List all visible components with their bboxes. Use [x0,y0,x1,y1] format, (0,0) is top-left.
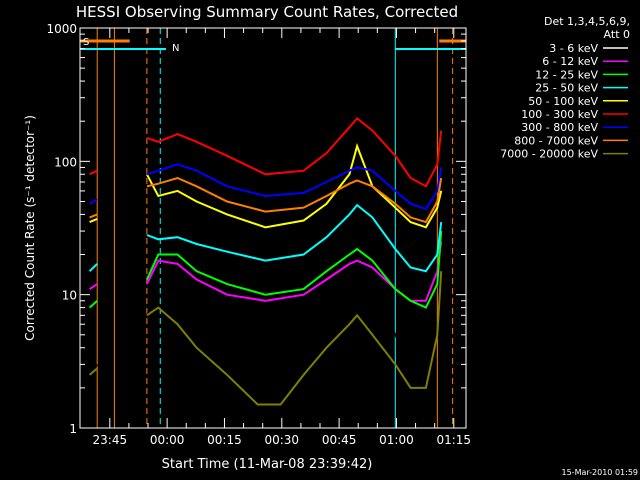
y-tick-label-0: 1 [69,422,77,436]
plot-area: SN [80,28,466,428]
series-line-8-0 [88,367,98,376]
series-line-6-0 [89,198,98,205]
series-line-8-1 [146,271,443,406]
legend-label-3: 25 - 50 keV [535,82,598,95]
legend-header-line-2: Att 0 [604,28,630,41]
x-tick-label-3: 00:30 [264,433,299,447]
series-line-4-0 [89,217,98,224]
legend-label-1: 6 - 12 keV [542,55,598,68]
legend-label-5: 100 - 300 keV [521,108,598,121]
y-tick-label-1: 10 [62,289,77,303]
series-line-7-1 [146,176,443,224]
x-tick-label-0: 23:45 [93,433,128,447]
x-tick-label-5: 01:00 [379,433,414,447]
series-line-1-1 [146,241,443,302]
y-axis-label: Corrected Count Rate (s⁻¹ detector⁻¹) [23,115,37,341]
x-tick-label-4: 00:45 [322,433,357,447]
x-tick-label-2: 00:15 [207,433,242,447]
series-line-5-0 [89,169,98,176]
legend-label-4: 50 - 100 keV [528,95,598,108]
legend-label-0: 3 - 6 keV [549,42,598,55]
y-tick-label-3: 1000 [46,22,77,36]
legend-label-8: 7000 - 20000 keV [500,148,598,161]
legend-label-2: 12 - 25 keV [535,68,598,81]
series-line-2-1 [145,231,443,309]
series-line-2-0 [88,300,98,309]
plot-frame [79,27,467,429]
y-tick-label-2: 100 [54,155,77,169]
x-tick-label-1: 00:00 [150,433,185,447]
timestamp: 15-Mar-2010 01:59 [562,468,639,477]
annotation-s: S [83,37,89,48]
x-axis-label: Start Time (11-Mar-08 23:39:42) [162,457,373,472]
legend-label-7: 800 - 7000 keV [514,134,598,147]
series-line-5-1 [146,117,443,188]
legend-label-6: 300 - 800 keV [521,121,598,134]
series-line-3-0 [88,263,98,272]
axis-ticks: 1 10 100 1000 23:45 00:00 00:15 00:30 00:45 01:00… [46,22,471,447]
legend-header-line-1: Det 1,3,4,5,6,9, [544,15,630,28]
x-tick-label-6: 01:15 [436,433,471,447]
chart-title: HESSI Observing Summary Count Rates, Cor… [76,3,458,21]
series-line-6-1 [146,163,443,211]
series-line-0-1 [146,260,443,366]
annotation-n: N [172,43,179,54]
series-line-7-0 [89,213,98,219]
series-line-3-1 [146,203,443,273]
series-line-1-0 [89,283,98,290]
